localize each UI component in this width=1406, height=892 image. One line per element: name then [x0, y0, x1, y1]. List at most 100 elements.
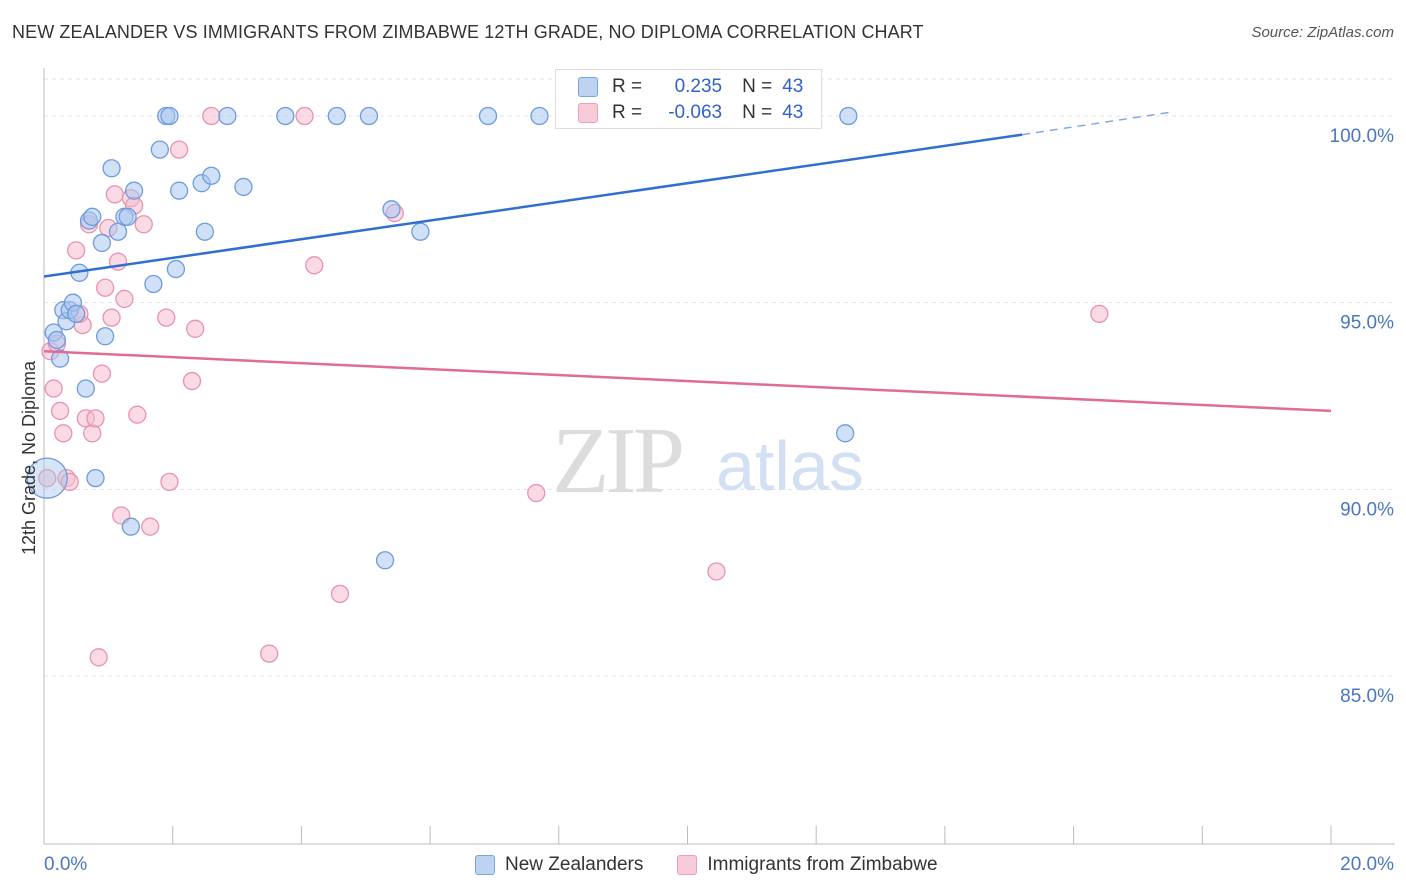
zimbabwe-point [182, 371, 202, 391]
zimbabwe-point [186, 319, 205, 338]
new-zealander-point [375, 551, 395, 570]
zimbabwe-point [527, 483, 546, 503]
new-zealander-point [202, 166, 221, 185]
n-value: 43 [782, 102, 804, 123]
r-value: 0.235 [674, 76, 723, 97]
legend: New Zealanders Immigrants from Zimbabwe [475, 852, 972, 878]
zimbabwe-point [157, 308, 176, 327]
watermark: ZIP atlas [552, 409, 864, 513]
zimbabwe-point [115, 289, 134, 309]
stats-row-immigrants-from-zimbabwe: R = -0.063 N = 43 [578, 101, 803, 125]
trend-line-new-zealanders-extension [1022, 111, 1171, 136]
new-zealander-point [276, 106, 295, 126]
series-new-zealanders [26, 106, 858, 570]
legend-label: New Zealanders [505, 854, 644, 875]
zimbabwe-point [305, 256, 324, 275]
legend-item-new-zealanders[interactable]: New Zealanders [475, 854, 643, 876]
new-zealander-point [169, 181, 189, 200]
new-zealander-point [327, 106, 346, 126]
zimbabwe-point [44, 379, 63, 398]
tick-labels: 85.0% 90.0% 95.0% 100.0% 0.0% 20.0% [44, 126, 1394, 875]
new-zealander-point [83, 207, 102, 226]
zimbabwe-point [169, 140, 189, 159]
zimbabwe-point [105, 185, 124, 204]
new-zealander-point [26, 457, 68, 499]
trend-line-immigrants-from-zimbabwe [43, 349, 1332, 413]
zimbabwe-point [86, 409, 105, 428]
zimbabwe-point [50, 401, 70, 421]
n-label: N = [742, 76, 773, 97]
stats-row-new-zealanders: R = 0.235 N = 43 [578, 75, 803, 99]
zimbabwe-point [38, 468, 57, 488]
legend-swatch-pink [677, 855, 698, 875]
zimbabwe-point [67, 241, 86, 260]
zimbabwe-point [92, 364, 112, 383]
stats-swatch-blue [578, 77, 598, 97]
new-zealander-point [195, 222, 215, 241]
x-tick-label-max: 20.0% [1340, 854, 1394, 875]
new-zealander-point [150, 140, 169, 159]
new-zealander-point [118, 207, 137, 226]
y-tick-label: 95.0% [1340, 313, 1394, 334]
zimbabwe-point [202, 106, 221, 126]
x-tick-label-min: 0.0% [44, 854, 87, 875]
n-label: N = [742, 102, 773, 123]
new-zealander-point [359, 106, 379, 126]
zimbabwe-point [707, 562, 726, 581]
new-zealander-point [102, 159, 121, 178]
new-zealander-point [478, 106, 498, 126]
new-zealander-point [218, 106, 237, 126]
zimbabwe-point [330, 584, 350, 604]
chart-title: NEW ZEALANDER VS IMMIGRANTS FROM ZIMBABW… [12, 22, 924, 42]
legend-swatch-blue [475, 855, 495, 875]
new-zealander-point [50, 349, 70, 368]
zimbabwe-point [160, 472, 179, 492]
grid-lines [44, 78, 1395, 677]
new-zealander-point [121, 517, 141, 536]
zimbabwe-point [141, 517, 160, 536]
new-zealander-point [47, 330, 67, 350]
new-zealander-point [144, 274, 163, 294]
zimbabwe-point [83, 424, 102, 443]
zimbabwe-point [295, 106, 314, 126]
zimbabwe-point [260, 644, 279, 663]
zimbabwe-point [54, 424, 73, 443]
y-tick-label: 85.0% [1340, 686, 1394, 707]
new-zealander-point [530, 106, 549, 126]
zimbabwe-point [134, 215, 153, 234]
new-zealander-point [76, 379, 95, 398]
r-label: R = [612, 76, 643, 97]
n-value: 43 [782, 76, 804, 97]
zimbabwe-point [95, 278, 115, 297]
legend-label: Immigrants from Zimbabwe [707, 854, 938, 875]
legend-item-immigrants-from-zimbabwe[interactable]: Immigrants from Zimbabwe [677, 854, 938, 876]
new-zealander-point [411, 222, 430, 241]
new-zealander-point [86, 468, 105, 488]
watermark-zip: ZIP [552, 409, 682, 513]
new-zealander-point [67, 304, 86, 324]
new-zealander-point [124, 181, 144, 200]
zimbabwe-point [128, 405, 147, 424]
new-zealander-point [234, 177, 253, 197]
new-zealander-point [839, 106, 858, 126]
new-zealander-point [382, 200, 401, 219]
new-zealander-point [92, 233, 112, 253]
zimbabwe-point [102, 308, 121, 327]
trend-line-new-zealanders [43, 133, 1023, 278]
y-tick-label: 100.0% [1330, 126, 1395, 147]
source-credit: Source: ZipAtlas.com [1251, 24, 1394, 41]
r-value: -0.063 [668, 102, 723, 123]
r-label: R = [612, 102, 643, 123]
new-zealander-point [95, 327, 115, 346]
zimbabwe-point [1090, 304, 1109, 324]
axes [43, 68, 1395, 845]
new-zealander-point [836, 424, 855, 443]
zimbabwe-point [89, 648, 108, 667]
y-axis-label: 12th Grade, No Diploma [19, 360, 39, 555]
stats-swatch-pink [578, 103, 598, 123]
y-tick-label: 90.0% [1340, 499, 1394, 520]
stats-box: R = 0.235 N = 43 R = -0.063 N = 43 [555, 69, 822, 129]
new-zealander-point [160, 106, 179, 126]
new-zealander-point [166, 259, 186, 279]
